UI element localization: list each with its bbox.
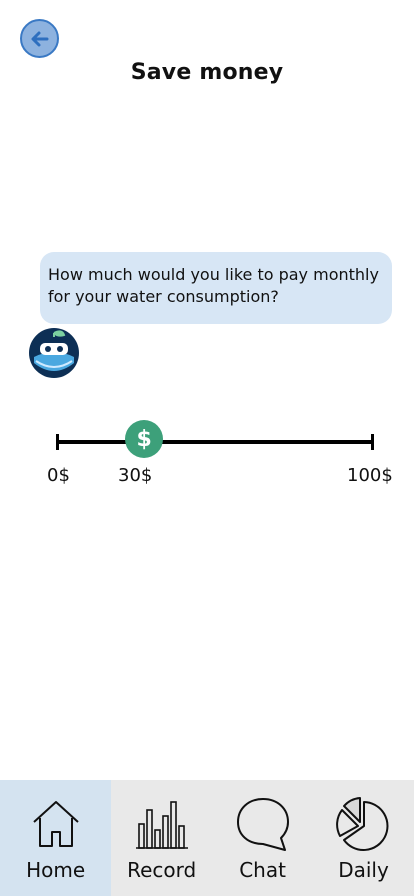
chat-message: How much would you like to pay monthly f…	[48, 265, 379, 306]
slider-end-cap	[371, 434, 374, 450]
tab-daily-label: Daily	[338, 858, 389, 882]
tab-record-label: Record	[127, 858, 197, 882]
back-button[interactable]	[20, 19, 59, 58]
pie-chart-icon	[335, 797, 389, 851]
page-title: Save money	[130, 60, 284, 85]
dollar-icon: $	[136, 426, 152, 452]
tab-record[interactable]: Record	[111, 780, 212, 896]
tab-daily[interactable]: Daily	[313, 780, 414, 896]
slider-thumb[interactable]: $	[125, 420, 164, 458]
slider-max-label: 100$	[347, 465, 393, 486]
bottom-tab-bar: Home Record Chat	[0, 780, 414, 896]
speech-bubble-icon	[236, 798, 289, 851]
chat-bubble: How much would you like to pay monthly f…	[40, 252, 392, 324]
bar-chart-icon	[135, 801, 188, 849]
slider-min-label: 0$	[47, 465, 70, 486]
home-icon	[32, 801, 79, 847]
tab-home-label: Home	[26, 858, 86, 882]
payment-slider[interactable]: $	[56, 420, 374, 460]
tab-chat-label: Chat	[239, 858, 286, 882]
tab-home[interactable]: Home	[0, 780, 112, 896]
slider-start-cap	[56, 434, 59, 450]
water-droplet-bot-icon	[29, 328, 79, 378]
slider-current-label: 30$	[118, 465, 153, 486]
arrow-left-icon	[31, 31, 48, 46]
slider-track	[56, 440, 374, 444]
tab-chat[interactable]: Chat	[212, 780, 313, 896]
